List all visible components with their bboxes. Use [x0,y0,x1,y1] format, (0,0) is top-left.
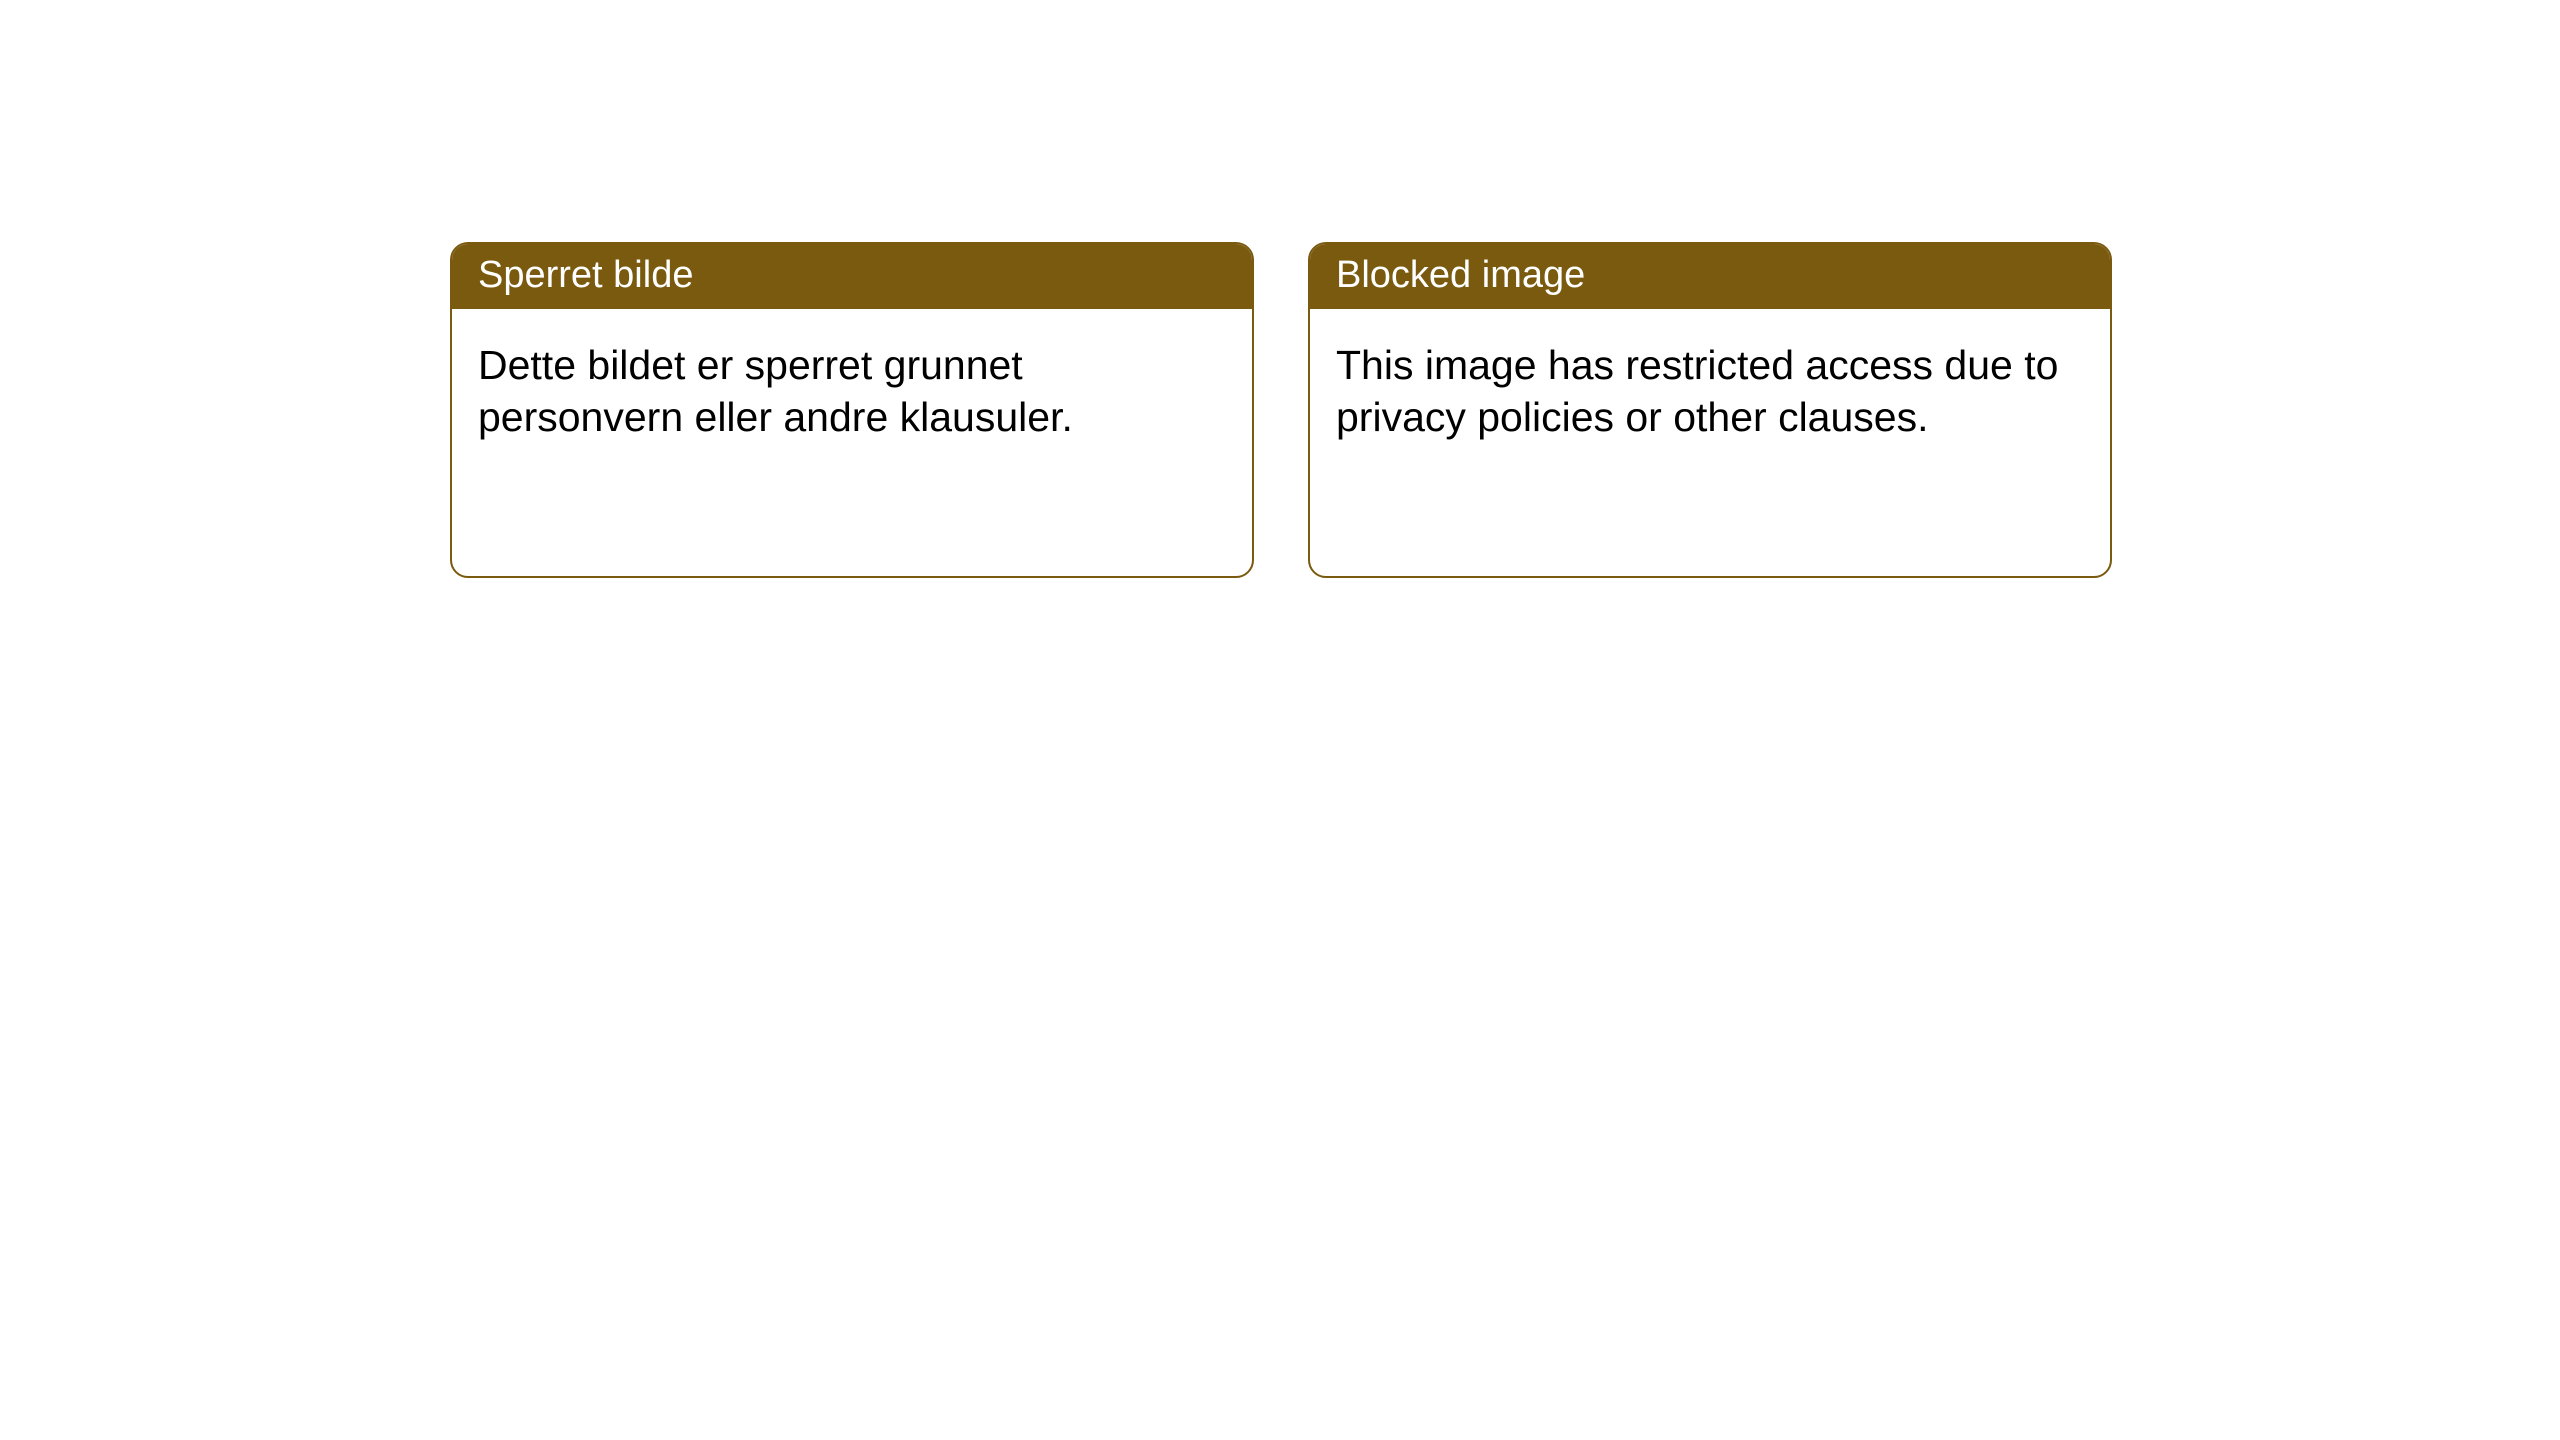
notice-title-norwegian: Sperret bilde [452,244,1252,309]
notice-body-english: This image has restricted access due to … [1310,309,2110,474]
notice-panel-norwegian: Sperret bilde Dette bildet er sperret gr… [450,242,1254,578]
notice-container: Sperret bilde Dette bildet er sperret gr… [450,242,2112,578]
notice-panel-english: Blocked image This image has restricted … [1308,242,2112,578]
notice-body-norwegian: Dette bildet er sperret grunnet personve… [452,309,1252,474]
notice-title-english: Blocked image [1310,244,2110,309]
